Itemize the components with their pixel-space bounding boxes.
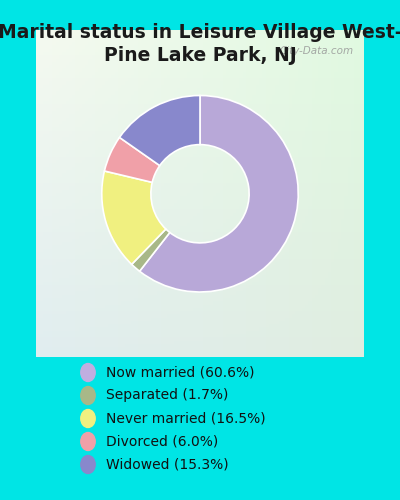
Text: Separated (1.7%): Separated (1.7%) [106, 388, 228, 402]
Text: Divorced (6.0%): Divorced (6.0%) [106, 434, 218, 448]
Text: Widowed (15.3%): Widowed (15.3%) [106, 458, 229, 471]
Wedge shape [102, 171, 166, 264]
Text: City-Data.com: City-Data.com [280, 46, 354, 56]
Text: Marital status in Leisure Village West-
Pine Lake Park, NJ: Marital status in Leisure Village West- … [0, 22, 400, 65]
Wedge shape [120, 96, 200, 166]
Wedge shape [104, 138, 160, 182]
Wedge shape [140, 96, 298, 292]
Text: Never married (16.5%): Never married (16.5%) [106, 412, 266, 426]
Text: Now married (60.6%): Now married (60.6%) [106, 366, 254, 380]
Wedge shape [132, 229, 170, 271]
